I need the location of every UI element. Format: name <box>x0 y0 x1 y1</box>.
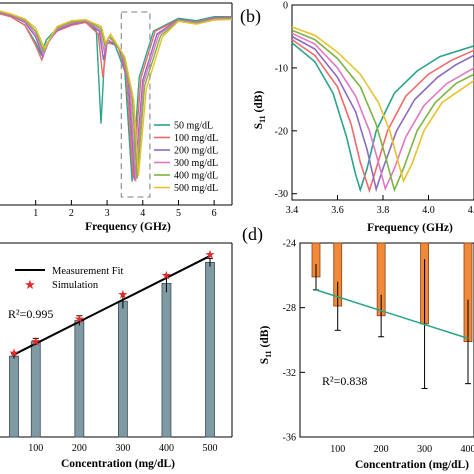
panel-a-legend-label: 200 mg/dL <box>174 146 218 157</box>
panel-a-series-line <box>0 13 233 179</box>
panel-c-simulation-point: ★ <box>161 268 172 282</box>
panel-d-y-label-sub: 11 <box>264 350 273 358</box>
panel-d-frame <box>299 242 474 438</box>
panel-c-legend-sim-label: Simulation <box>52 280 99 291</box>
panel-b-label: (b) <box>240 6 261 27</box>
panel-c-simulation-points: ★ ★ ★ ★ ★ ★ <box>9 247 216 360</box>
panel-d-y-tick-label: -28 <box>283 303 296 314</box>
panel-c-x-ticks: 100 200 300 400 500 <box>28 443 217 454</box>
panel-c-bar <box>74 320 85 438</box>
panel-c-bar <box>30 341 41 438</box>
panel-c-simulation-point: ★ <box>30 335 41 349</box>
panel-c-x-tick-label: 200 <box>72 443 87 454</box>
panel-c-x-tick-label: 300 <box>115 443 130 454</box>
panel-b-y-tick-label: 0 <box>283 1 288 12</box>
panel-c-x-tick-label: 400 <box>159 443 174 454</box>
panel-c-bar <box>161 283 172 438</box>
panel-a-legend-label: 400 mg/dL <box>174 171 218 182</box>
panel-d: (d) -24 -28 -32 -36 100 200 300 400 R²=0.838 S1… <box>242 224 474 471</box>
panel-d-x-label: Concentration (mg/dL) <box>355 459 469 471</box>
panel-a-series-line <box>0 10 233 179</box>
panel-b-y-tick-label: -30 <box>275 189 288 200</box>
panel-d-fit-line <box>315 289 469 340</box>
panel-d-bars <box>311 242 473 389</box>
panel-d-y-label-main: S <box>259 358 271 364</box>
panel-d-x-tick-label: 200 <box>374 444 389 455</box>
panel-c-r2-annotation: R²=0.995 <box>8 307 53 321</box>
panel-d-y-label-unit: (dB) <box>259 326 271 351</box>
panel-d-ticks: -24 -28 -32 -36 100 200 300 400 <box>283 239 474 456</box>
panel-c-x-tick-label: 500 <box>203 443 218 454</box>
panel-b-x-tick-label: 3.6 <box>331 205 344 216</box>
panel-b-series-line <box>291 42 474 193</box>
panel-a-x-tick-label: 5 <box>176 208 181 219</box>
panel-b-series-line <box>291 26 474 184</box>
panel-a-x-tick-label: 2 <box>69 208 74 219</box>
panel-c-fit-line <box>13 255 211 356</box>
panel-b-y-tick-label: -20 <box>275 126 288 137</box>
panel-a-legend-label: 300 mg/dL <box>174 158 218 169</box>
panel-a-x-tick-label: 1 <box>33 208 38 219</box>
panel-d-r2-annotation: R²=0.838 <box>322 374 367 388</box>
panel-b-ticks: 3.4 3.6 3.8 4.0 4.2 0 -10 -20 -30 <box>275 1 474 216</box>
panel-b-y-label-unit: (dB) <box>253 91 265 116</box>
panel-c-bar <box>205 261 215 438</box>
panel-a-x-ticks: 1 2 3 4 5 6 <box>33 200 217 219</box>
panel-a-legend-label: 50 mg/dL <box>174 121 213 132</box>
panel-b-x-tick-label: 3.4 <box>286 205 299 216</box>
panel-a-series-line <box>0 10 233 176</box>
panel-c-simulation-point: ★ <box>9 346 20 360</box>
panel-d-x-tick-label: 100 <box>330 444 345 455</box>
panel-d-y-tick-label: -36 <box>283 433 296 444</box>
panel-b: (b) 3.4 3.6 3.8 4.0 4.2 0 -10 -20 -30 Frequency … <box>240 1 474 234</box>
panel-a-series-line <box>0 11 233 182</box>
panel-c: 100 200 300 400 500 ★ ★ ★ ★ ★ ★ Measurement Fit ★… <box>0 242 233 470</box>
panel-c-x-label: Concentration (mg/dL) <box>61 458 175 470</box>
panel-a-highlight-box <box>120 11 151 198</box>
panel-c-bar <box>117 300 128 438</box>
panel-b-y-label: S11 (dB) <box>253 91 267 130</box>
panel-a-x-tick-label: 6 <box>212 208 217 219</box>
panel-b-series-line <box>291 32 474 192</box>
panel-d-y-tick-label: -24 <box>283 239 296 250</box>
panel-b-x-tick-label: 4.2 <box>468 205 474 216</box>
panel-d-label: (d) <box>242 224 263 245</box>
panel-c-simulation-point: ★ <box>205 247 216 261</box>
panel-c-simulation-point: ★ <box>118 288 129 302</box>
panel-b-x-label: Frequency (GHz) <box>367 222 453 234</box>
panel-d-y-tick-label: -32 <box>283 368 296 379</box>
panel-b-y-label-sub: 11 <box>258 115 267 123</box>
panel-a-x-tick-label: 3 <box>105 208 110 219</box>
panel-b-y-label-main: S <box>253 123 265 129</box>
panel-c-bars <box>9 257 215 438</box>
panel-d-x-tick-label: 300 <box>417 444 432 455</box>
panel-a-series <box>0 10 233 182</box>
panel-a-series-line <box>0 13 232 182</box>
panel-a-x-tick-label: 4 <box>140 208 145 219</box>
panel-b-x-tick-label: 4.0 <box>422 205 435 216</box>
panel-a-x-label: Frequency (GHz) <box>85 221 171 233</box>
panel-b-y-tick-label: -10 <box>275 63 288 74</box>
panel-c-legend-fit-label: Measurement Fit <box>52 266 124 277</box>
panel-b-series-line <box>291 38 474 194</box>
panel-d-x-tick-label: 400 <box>461 444 474 455</box>
panel-d-y-label: S11 (dB) <box>259 326 273 365</box>
panel-b-series-line <box>291 29 474 193</box>
panel-a-series-line <box>0 11 233 181</box>
panel-c-simulation-point: ★ <box>74 312 85 326</box>
panel-c-legend-sim-marker: ★ <box>24 277 36 292</box>
panel-b-series <box>291 26 474 194</box>
panel-a-legend-label: 500 mg/dL <box>174 183 218 194</box>
panel-a-legend-label: 100 mg/dL <box>174 133 218 144</box>
panel-b-x-tick-label: 3.8 <box>377 205 390 216</box>
panel-b-series-line <box>291 35 474 193</box>
panel-c-x-tick-label: 100 <box>28 443 43 454</box>
panel-c-bar <box>9 355 19 438</box>
